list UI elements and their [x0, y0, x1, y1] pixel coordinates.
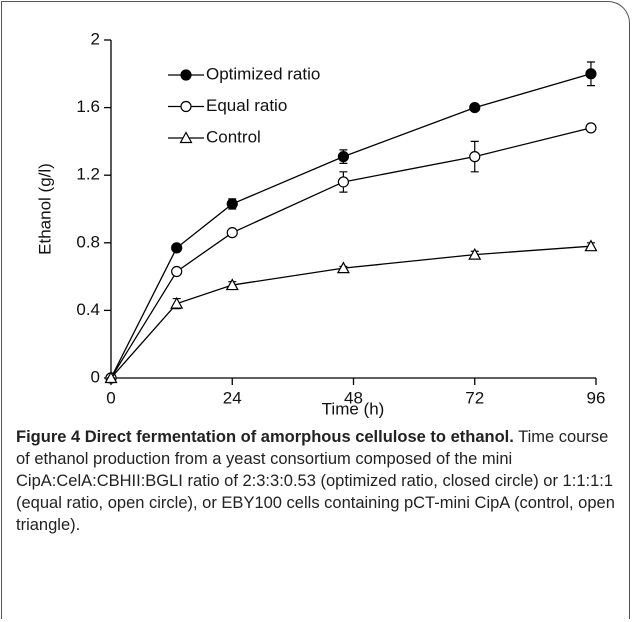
- marker: [337, 151, 349, 163]
- x-tick-label: 24: [223, 388, 242, 407]
- y-tick-label: 2: [91, 29, 100, 48]
- marker: [180, 100, 192, 113]
- legend-label: Optimized ratio: [206, 64, 320, 83]
- caption-text: Time course of ethanol production from a…: [16, 428, 615, 534]
- caption-title: Figure 4 Direct fermentation of amorphou…: [16, 428, 514, 446]
- series-line: [110, 245, 591, 379]
- x-axis-label: Time (h): [322, 399, 385, 418]
- series-line: [110, 127, 592, 379]
- legend-label: Equal ratio: [206, 96, 287, 115]
- x-tick-label: 72: [465, 388, 484, 407]
- y-tick-label: 0: [91, 367, 100, 386]
- y-tick-label: 1.2: [76, 165, 100, 184]
- marker: [171, 265, 183, 278]
- x-tick-label: 0: [106, 388, 115, 407]
- caption: Figure 4 Direct fermentation of amorphou…: [16, 426, 622, 536]
- marker: [170, 296, 184, 309]
- marker: [336, 261, 350, 274]
- marker: [226, 227, 238, 239]
- marker: [585, 68, 597, 80]
- marker: [469, 101, 481, 114]
- marker: [584, 239, 598, 252]
- marker: [180, 69, 192, 81]
- y-tick-label: 0.4: [76, 300, 100, 319]
- marker: [171, 242, 183, 254]
- legend-label: Control: [206, 127, 261, 146]
- marker: [179, 131, 193, 144]
- marker: [469, 151, 481, 163]
- x-tick-label: 96: [587, 388, 606, 407]
- marker: [585, 122, 597, 134]
- y-tick-label: 0.8: [76, 232, 100, 251]
- marker: [104, 371, 118, 384]
- marker: [337, 176, 349, 188]
- marker: [225, 278, 239, 291]
- y-tick-label: 1.6: [76, 97, 100, 116]
- marker: [468, 247, 482, 260]
- series-line: [110, 73, 592, 379]
- x-tick-label: 48: [344, 388, 363, 407]
- y-axis-label: Ethanol (g/l): [35, 163, 54, 255]
- marker: [226, 198, 238, 210]
